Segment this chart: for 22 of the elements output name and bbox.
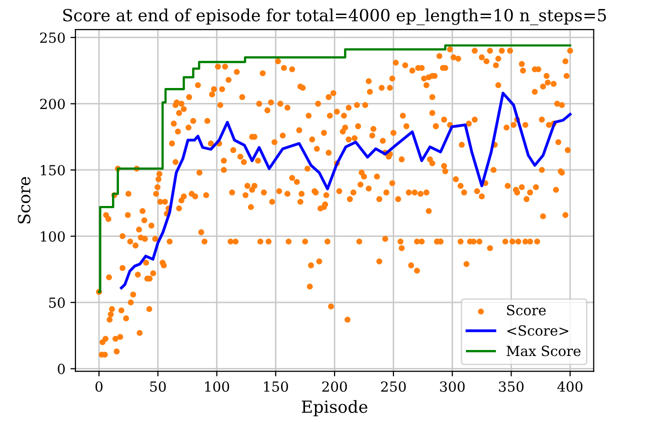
x-tick-label: 300 bbox=[440, 381, 465, 392]
x-tick-label: 150 bbox=[264, 381, 288, 392]
chart-title: Score at end of episode for total=4000 ep_length=10 n_steps=5 bbox=[63, 8, 606, 26]
y-tick-label: 50 bbox=[49, 297, 65, 308]
y-tick-label: 100 bbox=[40, 231, 65, 242]
x-axis-title: Episode bbox=[302, 400, 368, 416]
y-tick-label: 150 bbox=[40, 164, 65, 176]
x-tick-label: 400 bbox=[557, 381, 582, 392]
x-tick-label: 350 bbox=[499, 381, 524, 392]
legend-label: Score bbox=[507, 304, 546, 316]
line-series bbox=[120, 92, 572, 290]
x-tick-label: 100 bbox=[205, 381, 230, 392]
legend-label: Max Score bbox=[506, 346, 580, 356]
x-tick-label: 50 bbox=[150, 381, 166, 392]
x-tick-label: 200 bbox=[322, 381, 347, 392]
legend-label: <Score> bbox=[507, 325, 568, 336]
y-axis-title: Score bbox=[18, 176, 30, 224]
y-tick-label: 200 bbox=[40, 98, 65, 110]
x-tick-label: 250 bbox=[381, 381, 406, 392]
x-tick-label: 0 bbox=[95, 381, 102, 392]
y-tick-label: 0 bbox=[58, 364, 65, 374]
y-tick-label: 250 bbox=[40, 32, 65, 43]
